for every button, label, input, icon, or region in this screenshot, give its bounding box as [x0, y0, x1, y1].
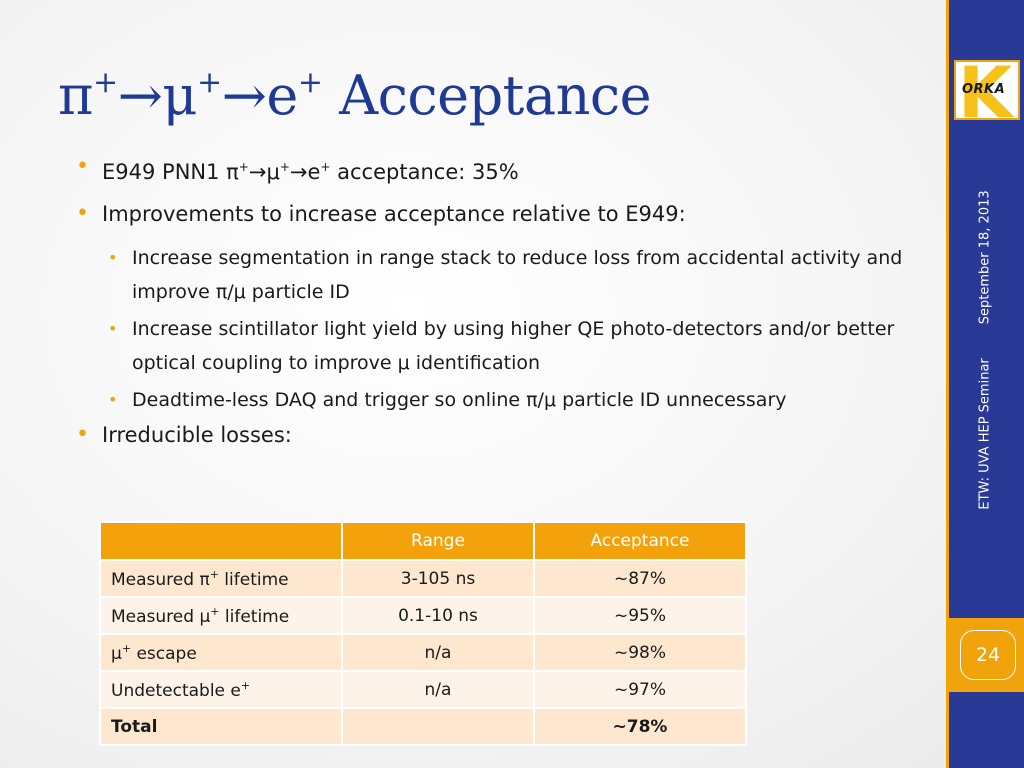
- table-row-total: Total ~78%: [99, 707, 747, 746]
- bullet-improvements: Improvements to increase acceptance rela…: [76, 199, 916, 229]
- row-range: 0.1-10 ns: [341, 596, 535, 635]
- row-range: 3-105 ns: [341, 559, 535, 598]
- row-label: Total: [99, 707, 343, 746]
- table-row: μ+ escape n/a ~98%: [99, 633, 747, 672]
- row-acceptance: ~95%: [533, 596, 747, 635]
- page-number: 24: [960, 630, 1016, 680]
- row-acceptance: ~87%: [533, 559, 747, 598]
- row-acceptance: ~97%: [533, 670, 747, 709]
- orka-logo: K ORKA: [954, 60, 1020, 120]
- logo-text: ORKA: [962, 82, 1006, 97]
- row-acceptance: ~78%: [533, 707, 747, 746]
- bullet-irreducible-losses: Irreducible losses:: [76, 420, 916, 450]
- bullet-list: E949 PNN1 π+→μ+→e+ acceptance: 35% Impro…: [76, 152, 916, 462]
- table-row: Measured μ+ lifetime 0.1-10 ns ~95%: [99, 596, 747, 635]
- row-label: μ+ escape: [99, 633, 343, 672]
- row-acceptance: ~98%: [533, 633, 747, 672]
- sub-bullet-segmentation: Increase segmentation in range stack to …: [108, 241, 916, 309]
- footer-date: September 18, 2013: [977, 190, 993, 325]
- footer-event: ETW: UVA HEP Seminar: [977, 358, 993, 510]
- table-header-row: Range Acceptance: [99, 521, 747, 561]
- row-range: n/a: [341, 633, 535, 672]
- slide-title: π+→μ+→e+ Acceptance: [58, 64, 652, 127]
- logo-letter: K: [958, 60, 1013, 120]
- table-header-acceptance: Acceptance: [533, 521, 747, 561]
- footer-vertical-text: ETW: UVA HEP Seminar September 18, 2013: [978, 190, 993, 509]
- acceptance-table: Range Acceptance Measured π+ lifetime 3-…: [99, 521, 747, 746]
- row-range: [341, 707, 535, 746]
- row-label: Measured μ+ lifetime: [99, 596, 343, 635]
- sidebar-edge: [946, 0, 949, 768]
- row-label: Measured π+ lifetime: [99, 559, 343, 598]
- table-header-blank: [99, 521, 343, 561]
- table-row: Measured π+ lifetime 3-105 ns ~87%: [99, 559, 747, 598]
- table-header-range: Range: [341, 521, 535, 561]
- row-range: n/a: [341, 670, 535, 709]
- table-row: Undetectable e+ n/a ~97%: [99, 670, 747, 709]
- bullet-e949-acceptance: E949 PNN1 π+→μ+→e+ acceptance: 35%: [76, 152, 916, 187]
- sub-bullet-light-yield: Increase scintillator light yield by usi…: [108, 312, 916, 380]
- row-label: Undetectable e+: [99, 670, 343, 709]
- sub-bullet-daq: Deadtime-less DAQ and trigger so online …: [108, 383, 916, 417]
